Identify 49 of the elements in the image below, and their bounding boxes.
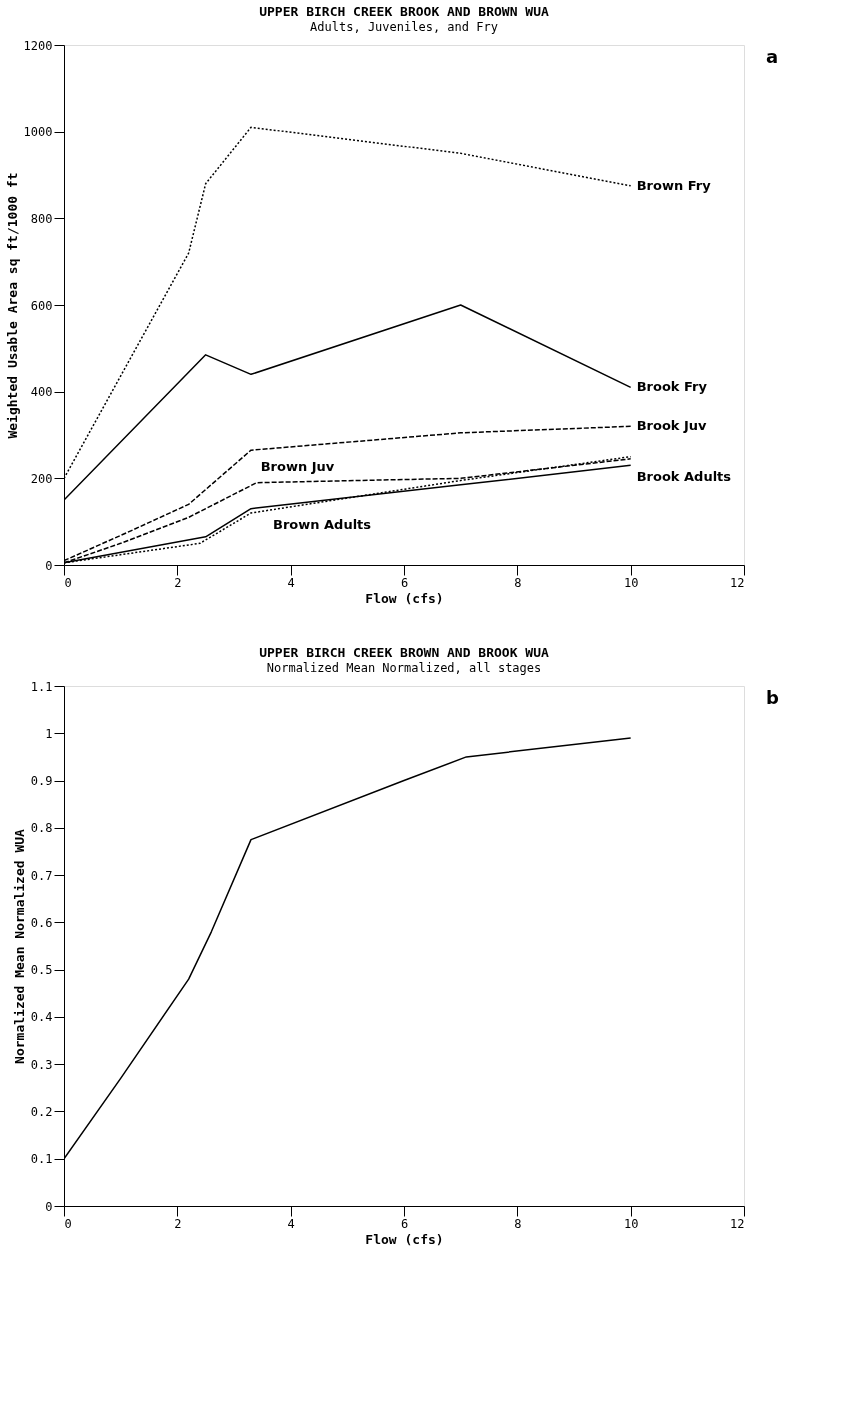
- y-tick-label: 600: [30, 298, 53, 313]
- x-axis-title: Flow (cfs): [365, 590, 444, 606]
- y-tick-label: 1200: [23, 38, 53, 53]
- series-label: Brown Juv: [260, 458, 335, 474]
- y-tick-label: 1000: [23, 125, 53, 140]
- x-axis-title: Flow (cfs): [365, 1231, 444, 1247]
- y-axis-title: Weighted Usable Area sq ft/1000 ft: [4, 172, 20, 439]
- y-tick-label: 0.3: [30, 1057, 53, 1072]
- x-tick-label: 6: [400, 575, 409, 590]
- x-tick-label: 0: [64, 575, 72, 590]
- y-tick-label: 0.8: [30, 821, 53, 836]
- x-tick-label: 6: [400, 1216, 409, 1231]
- x-tick-label: 8: [514, 1216, 522, 1231]
- y-tick-label: 0.2: [30, 1104, 53, 1119]
- series-label: Brook Adults: [636, 469, 732, 485]
- x-tick-label: 10: [623, 575, 639, 590]
- y-tick-label: 0.6: [30, 915, 53, 930]
- series-label: Brook Juv: [636, 418, 708, 434]
- y-tick-label: 1: [45, 726, 53, 741]
- x-tick-label: 2: [174, 1216, 182, 1231]
- y-tick-label: 800: [30, 211, 53, 226]
- text: b: [766, 687, 779, 708]
- series-label: Brown Adults: [273, 517, 372, 532]
- y-tick-label: 0.9: [30, 774, 53, 789]
- x-tick-label: 12: [730, 1216, 745, 1231]
- x-tick-label: 10: [623, 1216, 639, 1231]
- text: a: [766, 46, 779, 67]
- x-tick-label: 2: [174, 575, 182, 590]
- x-tick-label: 4: [287, 1216, 295, 1231]
- chart-subtitle: Adults, Juveniles, and Fry: [310, 20, 498, 34]
- chart-subtitle: Normalized Mean Normalized, all stages: [266, 661, 542, 675]
- y-tick-label: 400: [30, 385, 53, 400]
- x-tick-label: 4: [287, 575, 295, 590]
- y-tick-label: 0: [45, 1199, 53, 1214]
- y-tick-label: 0.7: [30, 868, 53, 883]
- y-tick-label: 1.1: [30, 679, 53, 694]
- chart-title: UPPER BIRCH CREEK BROOK AND BROWN WUA: [259, 4, 549, 19]
- series-label: Brook Fry: [636, 379, 708, 395]
- x-tick-label: 0: [64, 1216, 72, 1231]
- x-tick-label: 8: [514, 575, 522, 590]
- y-tick-label: 0.1: [30, 1152, 53, 1167]
- x-tick-label: 12: [730, 575, 745, 590]
- y-tick-label: 0.4: [30, 1010, 53, 1025]
- chart-title: UPPER BIRCH CREEK BROWN AND BROOK WUA: [259, 645, 549, 660]
- series-label: Brown Fry: [636, 177, 712, 193]
- y-tick-label: 0.5: [30, 963, 53, 978]
- y-tick-label: 200: [30, 471, 53, 486]
- y-axis-title: Normalized Mean Normalized WUA: [11, 828, 27, 1064]
- y-tick-label: 0: [45, 558, 53, 573]
